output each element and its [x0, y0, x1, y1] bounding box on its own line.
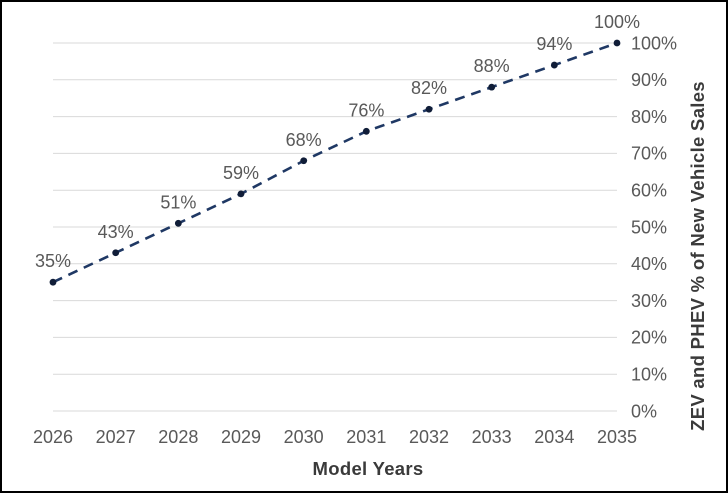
data-point-marker	[112, 249, 120, 257]
data-label: 94%	[536, 34, 572, 54]
y-tick-label: 60%	[631, 181, 667, 201]
data-label: 43%	[98, 222, 134, 242]
x-axis-tick-labels: 2026 2027 2028 2029 2030 2031 2032 2033 2034 2035	[33, 427, 637, 447]
x-tick-label: 2030	[284, 427, 324, 447]
data-point-marker	[362, 127, 370, 135]
x-tick-label: 2032	[409, 427, 449, 447]
series-line	[52, 41, 618, 284]
data-point-marker	[237, 190, 245, 198]
y-tick-label: 0%	[631, 401, 657, 421]
data-point-marker	[49, 278, 57, 286]
data-label: 68%	[286, 130, 322, 150]
y-axis-title: ZEV and PHEV % of New Vehicle Sales	[687, 81, 708, 431]
x-tick-label: 2034	[534, 427, 574, 447]
x-tick-label: 2028	[158, 427, 198, 447]
data-label: 88%	[474, 56, 510, 76]
data-point-markers	[49, 39, 621, 286]
x-tick-label: 2031	[346, 427, 386, 447]
data-point-marker	[613, 39, 621, 47]
data-label: 100%	[594, 12, 640, 32]
data-point-marker	[425, 105, 433, 113]
y-tick-label: 70%	[631, 144, 667, 164]
x-axis-title: Model Years	[313, 458, 424, 479]
data-label: 76%	[348, 100, 384, 120]
y-tick-label: 80%	[631, 107, 667, 127]
y-axis-tick-labels: 0% 10% 20% 30% 40% 50% 60% 70% 80% 90% 100%	[631, 33, 677, 421]
series-dashed-line	[52, 41, 618, 284]
data-point-marker	[550, 61, 558, 69]
y-tick-label: 10%	[631, 365, 667, 385]
data-point-marker	[174, 219, 182, 227]
data-label: 59%	[223, 163, 259, 183]
x-tick-label: 2033	[472, 427, 512, 447]
x-tick-label: 2035	[597, 427, 637, 447]
y-tick-label: 90%	[631, 70, 667, 90]
data-label: 35%	[35, 251, 71, 271]
x-tick-label: 2029	[221, 427, 261, 447]
y-tick-label: 30%	[631, 291, 667, 311]
data-label: 51%	[160, 192, 196, 212]
data-point-marker	[300, 157, 308, 165]
data-label: 82%	[411, 78, 447, 98]
data-labels: 35% 43% 51% 59% 68% 76% 82% 88% 94% 100%	[35, 12, 640, 271]
data-point-marker	[488, 83, 496, 91]
y-tick-label: 40%	[631, 254, 667, 274]
y-tick-label: 50%	[631, 217, 667, 237]
y-tick-label: 20%	[631, 328, 667, 348]
x-tick-label: 2027	[96, 427, 136, 447]
gridlines	[53, 42, 617, 412]
y-tick-label: 100%	[631, 33, 677, 53]
x-tick-label: 2026	[33, 427, 73, 447]
